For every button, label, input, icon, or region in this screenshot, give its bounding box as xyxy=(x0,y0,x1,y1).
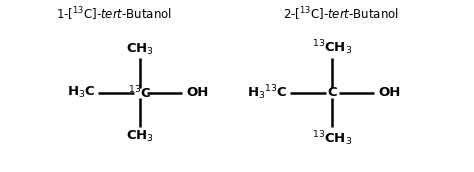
Text: 1-[$^{13}$C]-$\it{tert}$-Butanol: 1-[$^{13}$C]-$\it{tert}$-Butanol xyxy=(56,5,172,23)
Text: 2-[$^{13}$C]-$\it{tert}$-Butanol: 2-[$^{13}$C]-$\it{tert}$-Butanol xyxy=(283,5,399,23)
Text: CH$_3$: CH$_3$ xyxy=(126,129,154,144)
Text: $^{13}$C: $^{13}$C xyxy=(128,85,151,101)
Text: H$_3$C: H$_3$C xyxy=(67,85,96,100)
Text: H$_3$$^{13}$C: H$_3$$^{13}$C xyxy=(247,84,288,102)
Text: $^{13}$CH$_3$: $^{13}$CH$_3$ xyxy=(311,38,352,57)
Text: OH: OH xyxy=(378,86,401,99)
Text: $^{13}$CH$_3$: $^{13}$CH$_3$ xyxy=(311,129,352,148)
Text: C: C xyxy=(327,86,337,99)
Text: OH: OH xyxy=(186,86,209,99)
Text: CH$_3$: CH$_3$ xyxy=(126,42,154,57)
